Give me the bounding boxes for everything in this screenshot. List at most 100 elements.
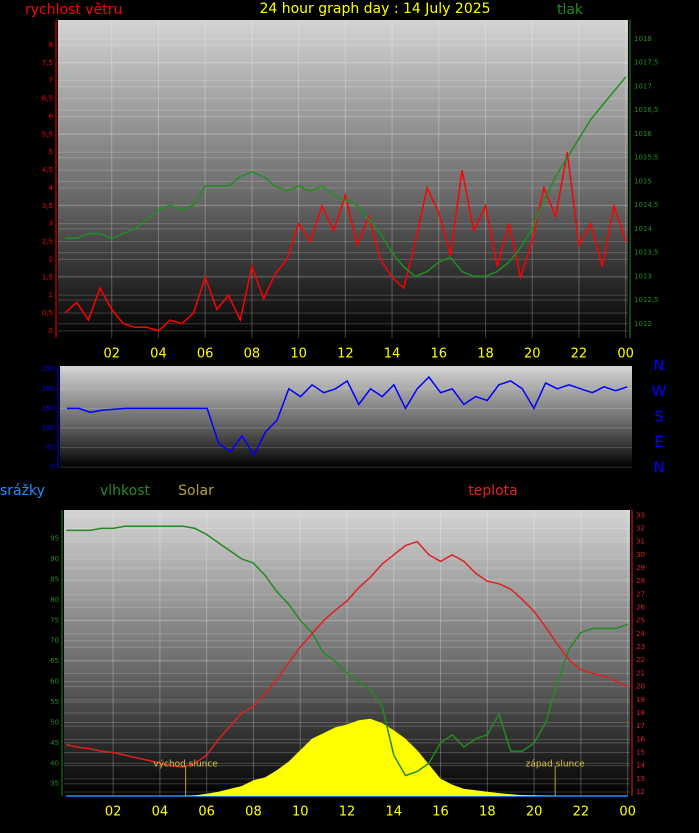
y-tick-label: 2,5 — [42, 238, 53, 246]
y-tick-label: 1017 — [634, 82, 652, 90]
x-tick-label: 00 — [617, 347, 634, 362]
direction-label: E — [654, 433, 663, 451]
y-tick-label: 65 — [50, 657, 59, 665]
y-tick-label: 85 — [50, 575, 59, 583]
y-tick-label: 35 — [50, 780, 59, 788]
y-tick-label: 50 — [50, 718, 59, 726]
y-tick-label: 20 — [636, 683, 645, 691]
x-tick-label: 10 — [290, 347, 307, 362]
series-line — [67, 375, 628, 457]
y-tick-label: 30 — [636, 551, 645, 559]
y-tick-label: 1016,5 — [634, 106, 659, 114]
y-tick-label: 32 — [636, 524, 645, 532]
y-tick-label: 1013 — [634, 272, 652, 280]
x-tick-label: 08 — [244, 347, 261, 362]
y-tick-label: 14 — [636, 762, 645, 770]
x-tick-label: 14 — [384, 347, 401, 362]
y-tick-label: 23 — [636, 643, 645, 651]
x-tick-label: 12 — [337, 347, 354, 362]
x-tick-label: 20 — [524, 347, 541, 362]
series-label: srážky — [0, 483, 45, 499]
y-tick-label: 24 — [636, 630, 645, 638]
y-tick-label: 70 — [50, 637, 59, 645]
series-label: Solar — [178, 483, 214, 499]
x-tick-label: 10 — [292, 805, 309, 820]
y-tick-label: 17 — [636, 722, 645, 730]
x-tick-label: 22 — [573, 805, 590, 820]
y-tick-label: 3 — [49, 220, 53, 228]
y-tick-label: 150 — [42, 404, 55, 412]
x-tick-label: 14 — [386, 805, 403, 820]
y-tick-label: 1015 — [634, 177, 652, 185]
y-tick-label: 1015,5 — [634, 154, 659, 162]
y-tick-label: 6 — [49, 112, 54, 120]
y-tick-label: 1016 — [634, 130, 652, 138]
series-label: teplota — [468, 483, 518, 499]
y-tick-label: 31 — [636, 538, 645, 546]
y-tick-label: 250 — [42, 365, 55, 373]
x-tick-label: 18 — [477, 347, 494, 362]
y-tick-label: 100 — [42, 424, 55, 432]
y-tick-label: 12 — [636, 788, 645, 796]
x-tick-label: 02 — [105, 805, 122, 820]
x-tick-label: 00 — [619, 805, 636, 820]
y-tick-label: 26 — [636, 604, 645, 612]
y-tick-label: 1,5 — [42, 273, 53, 281]
y-tick-label: 27 — [636, 590, 645, 598]
y-tick-label: 5 — [49, 148, 53, 156]
y-tick-label: 55 — [50, 698, 59, 706]
x-tick-label: 06 — [197, 347, 214, 362]
y-tick-label: 28 — [636, 577, 645, 585]
series-label: rychlost větru — [25, 2, 122, 18]
y-tick-label: 21 — [636, 669, 645, 677]
y-tick-label: 1017,5 — [634, 59, 659, 67]
y-tick-label: 22 — [636, 656, 645, 664]
direction-label: N — [653, 459, 664, 477]
annotation: západ slunce — [526, 760, 586, 770]
x-tick-label: 22 — [571, 347, 588, 362]
y-tick-label: 1018 — [634, 35, 652, 43]
y-tick-label: 1014 — [634, 225, 652, 233]
y-tick-label: 5,5 — [42, 130, 53, 138]
y-tick-label: 4 — [49, 184, 54, 192]
y-tick-label: 95 — [50, 535, 59, 543]
y-tick-label: 4,5 — [42, 166, 53, 174]
annotation: východ slunce — [153, 760, 218, 770]
y-tick-label: 16 — [636, 735, 645, 743]
y-tick-label: 1013,5 — [634, 249, 659, 257]
x-tick-label: 02 — [103, 347, 120, 362]
y-tick-label: 0 — [51, 463, 55, 471]
direction-label: W — [652, 382, 667, 400]
y-tick-label: 80 — [50, 596, 59, 604]
series-label: vlhkost — [100, 483, 151, 499]
y-tick-label: 0,5 — [42, 309, 53, 317]
plot-area — [60, 366, 632, 468]
y-tick-label: 8 — [49, 41, 53, 49]
plot-area — [58, 20, 628, 338]
y-tick-label: 3,5 — [42, 202, 53, 210]
y-tick-label: 90 — [50, 555, 59, 563]
series-line — [65, 76, 627, 278]
y-tick-label: 1012,5 — [634, 296, 659, 304]
direction-label: S — [654, 408, 664, 426]
y-tick-label: 40 — [50, 759, 59, 767]
x-tick-label: 20 — [526, 805, 543, 820]
solar-area — [66, 718, 628, 796]
y-tick-label: 60 — [50, 678, 59, 686]
series-line — [66, 540, 629, 768]
x-tick-label: 18 — [479, 805, 496, 820]
y-tick-label: 33 — [636, 511, 645, 519]
x-tick-label: 12 — [339, 805, 356, 820]
y-tick-label: 29 — [636, 564, 645, 572]
y-tick-label: 15 — [636, 749, 645, 757]
y-tick-label: 50 — [46, 444, 55, 452]
chart-title: 24 hour graph day : 14 July 2025 — [259, 1, 490, 17]
y-tick-label: 18 — [636, 709, 645, 717]
y-tick-label: 45 — [50, 739, 59, 747]
y-tick-label: 25 — [636, 617, 645, 625]
x-tick-label: 06 — [198, 805, 215, 820]
y-tick-label: 7 — [49, 77, 53, 85]
series-label: tlak — [557, 2, 584, 18]
direction-label: N — [653, 357, 664, 375]
series-line — [66, 525, 628, 777]
